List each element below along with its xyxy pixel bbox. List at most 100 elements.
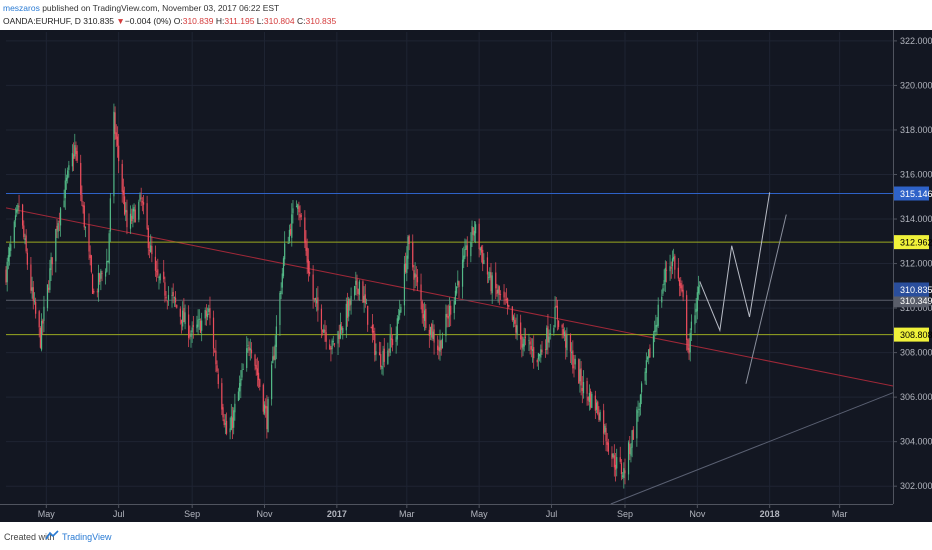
candle-body bbox=[216, 365, 218, 372]
level-label-box bbox=[894, 327, 929, 342]
tradingview-brand[interactable]: TradingView bbox=[62, 532, 112, 542]
candle bbox=[332, 335, 334, 346]
close-value: 310.835 bbox=[305, 16, 337, 26]
candle bbox=[190, 330, 192, 348]
candle-body bbox=[367, 305, 369, 325]
candle bbox=[611, 446, 613, 467]
time-tick-label: May bbox=[38, 509, 56, 519]
candle bbox=[433, 324, 435, 355]
candle bbox=[280, 282, 282, 300]
candle-body bbox=[440, 340, 442, 350]
candle bbox=[271, 361, 273, 406]
candle bbox=[134, 204, 136, 223]
candle-body bbox=[612, 453, 614, 458]
candle-body bbox=[180, 319, 183, 324]
candle-body bbox=[35, 301, 37, 314]
candle bbox=[172, 283, 174, 304]
candle-body bbox=[172, 292, 174, 296]
candle bbox=[387, 342, 389, 365]
candle-body bbox=[590, 391, 592, 408]
candle-body bbox=[533, 347, 535, 359]
candle-body bbox=[237, 391, 240, 401]
candle-body bbox=[292, 208, 294, 214]
price-chart[interactable]: 302.000 304.000 306.000 308.000 310.000 312.0… bbox=[0, 30, 932, 522]
candle bbox=[224, 414, 226, 435]
candle bbox=[68, 160, 70, 178]
candle bbox=[669, 254, 671, 281]
candle bbox=[447, 304, 449, 328]
candle bbox=[295, 200, 298, 208]
candle bbox=[108, 230, 110, 275]
price-tick-label: 302.000 bbox=[900, 481, 932, 491]
candle-body bbox=[13, 221, 15, 243]
candle bbox=[39, 326, 41, 349]
candle-body bbox=[291, 214, 293, 238]
candle-body bbox=[415, 274, 417, 277]
candle-body bbox=[389, 335, 391, 353]
candle bbox=[358, 279, 360, 301]
candle bbox=[378, 341, 381, 356]
candle bbox=[313, 298, 315, 303]
candle-body bbox=[158, 277, 160, 279]
symbol-label[interactable]: OANDA:EURHUF, D bbox=[3, 16, 84, 26]
candle bbox=[116, 126, 119, 158]
candle bbox=[572, 340, 574, 374]
candle-body bbox=[677, 267, 679, 279]
time-tick-label: Mar bbox=[832, 509, 848, 519]
candle bbox=[237, 387, 240, 402]
candle bbox=[90, 254, 92, 274]
candle bbox=[381, 365, 383, 375]
candle bbox=[521, 334, 523, 358]
candle-body bbox=[106, 260, 108, 272]
candle bbox=[141, 197, 143, 212]
candle bbox=[514, 313, 516, 328]
candle-body bbox=[588, 392, 591, 402]
candle-body bbox=[141, 201, 143, 203]
candle bbox=[662, 283, 664, 296]
level-label: 312.962 bbox=[900, 238, 932, 248]
candle bbox=[247, 338, 249, 353]
candle bbox=[416, 269, 419, 291]
author-link[interactable]: meszaros bbox=[3, 3, 40, 13]
candle-body bbox=[499, 294, 502, 295]
candle-body bbox=[97, 272, 100, 293]
candle-body bbox=[230, 416, 232, 430]
trend-line bbox=[610, 392, 894, 505]
candle bbox=[614, 453, 617, 482]
candle-body bbox=[687, 339, 689, 350]
candle bbox=[107, 260, 109, 263]
candle bbox=[299, 205, 301, 227]
candle bbox=[167, 286, 170, 306]
candle-body bbox=[118, 145, 120, 162]
candle-body bbox=[323, 329, 325, 334]
candle bbox=[515, 317, 517, 339]
candle-body bbox=[456, 286, 458, 294]
candle bbox=[654, 320, 656, 343]
candle-body bbox=[681, 285, 683, 292]
candle-body bbox=[287, 243, 289, 244]
candle bbox=[18, 194, 20, 214]
candle bbox=[349, 298, 351, 311]
candle-body bbox=[274, 344, 276, 361]
candle bbox=[14, 207, 17, 228]
candle-body bbox=[50, 257, 52, 271]
candle bbox=[555, 296, 557, 308]
candle bbox=[223, 414, 225, 428]
projection-path bbox=[699, 192, 771, 333]
candle-body bbox=[248, 346, 250, 351]
candle bbox=[616, 448, 618, 477]
candle-body bbox=[304, 217, 306, 244]
candle-body bbox=[55, 228, 57, 262]
chart-area[interactable]: 302.000 304.000 306.000 308.000 310.000 312.0… bbox=[0, 30, 932, 522]
candle bbox=[390, 327, 392, 348]
candle bbox=[370, 326, 372, 329]
candle bbox=[466, 236, 468, 268]
candle bbox=[581, 376, 583, 404]
candle-body bbox=[329, 344, 331, 350]
candle-body bbox=[305, 240, 307, 251]
candle-body bbox=[495, 272, 497, 289]
candle-body bbox=[30, 264, 32, 291]
level-label-box bbox=[894, 293, 929, 308]
candle bbox=[641, 381, 643, 405]
candle-body bbox=[664, 267, 666, 282]
